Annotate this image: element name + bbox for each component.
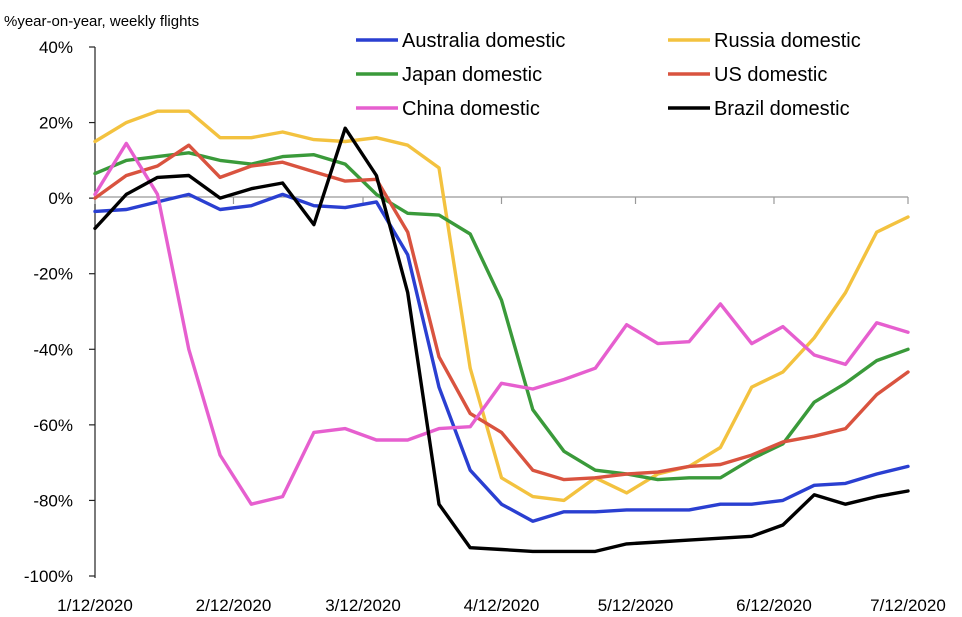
series-line-china-domestic — [93, 141, 910, 506]
y-tick-label: -60% — [33, 416, 73, 435]
y-axis-title: %year-on-year, weekly flights — [4, 13, 199, 30]
y-tick-label: -20% — [33, 265, 73, 284]
legend-label-brazil-domestic: Brazil domestic — [714, 98, 850, 120]
x-tick-label: 7/12/2020 — [870, 596, 946, 615]
y-tick-label: 20% — [39, 114, 73, 133]
x-tick-label: 1/12/2020 — [57, 596, 133, 615]
x-tick-label: 5/12/2020 — [598, 596, 674, 615]
y-tick-label: 40% — [39, 38, 73, 57]
series-line-brazil-domestic — [93, 126, 910, 554]
legend-label-japan-domestic: Japan domestic — [402, 64, 542, 86]
series-line-us-domestic — [93, 143, 910, 482]
axes: 40% 20% 0% -20% -40% -60% -80% -100% 1/12/2020 2/… — [24, 38, 946, 615]
x-tick-label: 4/12/2020 — [464, 596, 540, 615]
series-line-australia-domestic — [93, 192, 910, 523]
legend-label-china-domestic: China domestic — [402, 98, 540, 120]
y-tick-label: -100% — [24, 567, 73, 586]
legend-label-russia-domestic: Russia domestic — [714, 30, 861, 52]
legend-label-us-domestic: US domestic — [714, 64, 827, 86]
y-tick-label: -80% — [33, 491, 73, 510]
series-line-japan-domestic — [93, 151, 910, 482]
y-tick-label: 0% — [48, 189, 73, 208]
legend: Australia domestic Russia domestic Japan d… — [356, 30, 861, 120]
x-tick-label: 3/12/2020 — [325, 596, 401, 615]
y-tick-label: -40% — [33, 340, 73, 359]
x-tick-label: 2/12/2020 — [196, 596, 272, 615]
x-tick-label: 6/12/2020 — [736, 596, 812, 615]
series-line-russia-domestic — [93, 109, 910, 503]
series-layer — [93, 109, 910, 554]
legend-label-australia-domestic: Australia domestic — [402, 30, 565, 52]
